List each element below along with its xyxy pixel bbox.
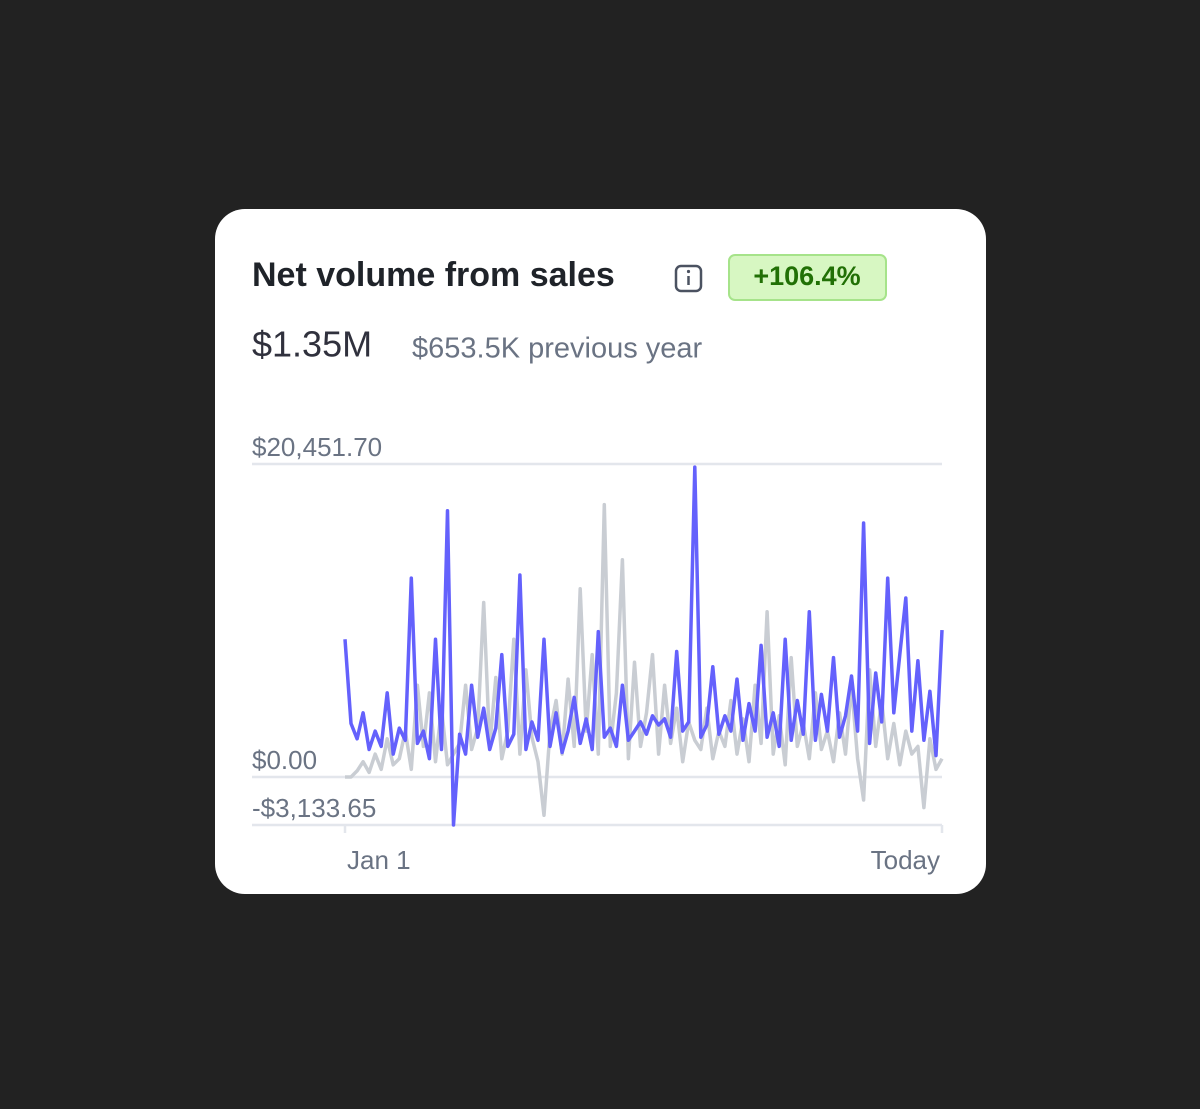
y-tick-label: $20,451.70 — [252, 432, 382, 462]
chart-title: Net volume from sales — [252, 256, 615, 294]
change-badge — [728, 254, 887, 301]
series-line — [343, 465, 944, 827]
x-tick-label: Jan 1 — [347, 845, 411, 875]
total-value: $1.35M — [252, 324, 372, 365]
y-tick-label: $0.00 — [252, 745, 317, 775]
y-tick-label: -$3,133.65 — [252, 793, 376, 823]
card — [215, 209, 986, 894]
info-icon[interactable] — [674, 264, 703, 293]
previous-value: $653.5K previous year — [412, 333, 703, 365]
change-text: +106.4% — [753, 261, 860, 291]
x-tick-label: Today — [871, 845, 940, 875]
